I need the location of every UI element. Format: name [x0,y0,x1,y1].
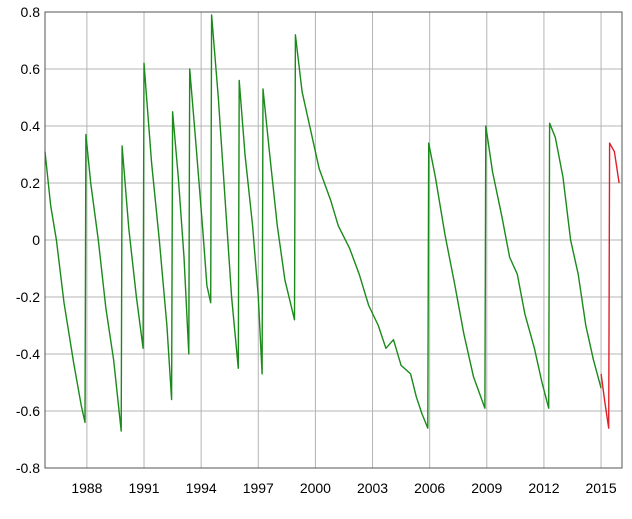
y-tick-label: 0.2 [21,175,41,191]
grid [45,11,622,469]
x-tick-label: 2012 [528,480,559,496]
plot-frame [44,11,623,469]
x-tick-label: 2003 [357,480,388,496]
y-tick-label: 0.6 [21,61,41,77]
x-axis-tick-labels: 1988 1991 1994 1997 2000 2003 2006 2009 2012 2015 [71,480,617,496]
series-group [44,14,620,432]
y-tick-label: -0.2 [16,289,40,305]
y-tick-label: -0.4 [16,346,40,362]
y-tick-label: -0.8 [16,460,40,476]
y-tick-label: 0.8 [21,4,41,20]
x-tick-label: 2006 [414,480,445,496]
y-axis-tick-labels: 0.8 0.6 0.4 0.2 0 -0.2 -0.4 -0.6 -0.8 [16,4,40,476]
x-tick-label: 1994 [186,480,217,496]
x-tick-label: 2015 [585,480,616,496]
x-tick-label: 1991 [128,480,159,496]
x-tick-label: 2009 [471,480,502,496]
y-tick-label: 0 [32,232,40,248]
series-line-red [600,142,620,429]
series-line-green [44,14,602,432]
y-tick-label: 0.4 [21,118,41,134]
x-tick-label: 1988 [71,480,102,496]
x-tick-label: 2000 [300,480,331,496]
y-tick-label: -0.6 [16,403,40,419]
x-tick-label: 1997 [243,480,274,496]
